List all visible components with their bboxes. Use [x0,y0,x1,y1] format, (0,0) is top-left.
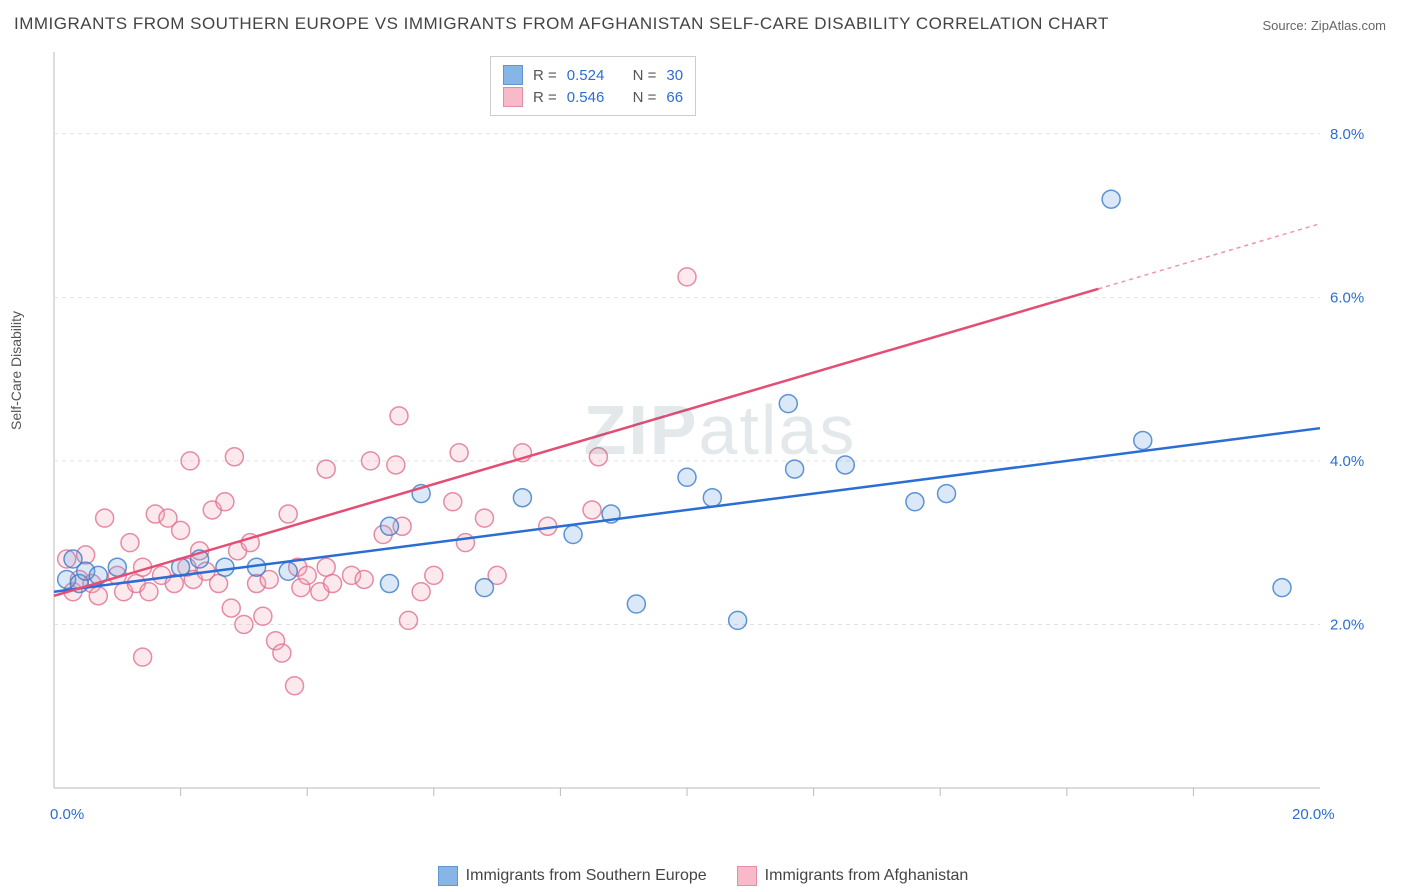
y-axis-label: Self-Care Disability [8,311,24,430]
n-value-series2: 66 [666,89,683,106]
r-value-series1: 0.524 [567,67,605,84]
series-legend: Immigrants from Southern Europe Immigran… [0,866,1406,886]
x-axis-origin: 0.0% [50,806,84,823]
legend-row-series1: R = 0.524 N = 30 [503,65,683,85]
legend-item-series1: Immigrants from Southern Europe [438,866,707,886]
n-label: N = [633,67,657,84]
swatch-series2 [503,87,523,107]
r-value-series2: 0.546 [567,89,605,106]
swatch-series1 [503,65,523,85]
svg-text:6.0%: 6.0% [1330,289,1364,306]
correlation-legend: R = 0.524 N = 30 R = 0.546 N = 66 [490,56,696,116]
swatch-series1-bottom [438,866,458,886]
r-label: R = [533,67,557,84]
r-label: R = [533,89,557,106]
scatter-plot: 2.0%4.0%6.0%8.0% ZIPatlas [50,48,1390,828]
n-value-series1: 30 [666,67,683,84]
svg-text:2.0%: 2.0% [1330,616,1364,633]
series2-name: Immigrants from Afghanistan [765,867,969,885]
chart-svg: 2.0% 4.0% 6.0% 8.0% [50,48,1390,828]
legend-item-series2: Immigrants from Afghanistan [737,866,969,886]
x-axis-end: 20.0% [1292,806,1335,823]
svg-text:4.0%: 4.0% [1330,453,1364,470]
swatch-series2-bottom [737,866,757,886]
series1-name: Immigrants from Southern Europe [466,867,707,885]
source-attribution: Source: ZipAtlas.com [1262,18,1386,33]
chart-title: IMMIGRANTS FROM SOUTHERN EUROPE VS IMMIG… [14,14,1109,34]
n-label: N = [633,89,657,106]
legend-row-series2: R = 0.546 N = 66 [503,87,683,107]
svg-text:8.0%: 8.0% [1330,126,1364,143]
